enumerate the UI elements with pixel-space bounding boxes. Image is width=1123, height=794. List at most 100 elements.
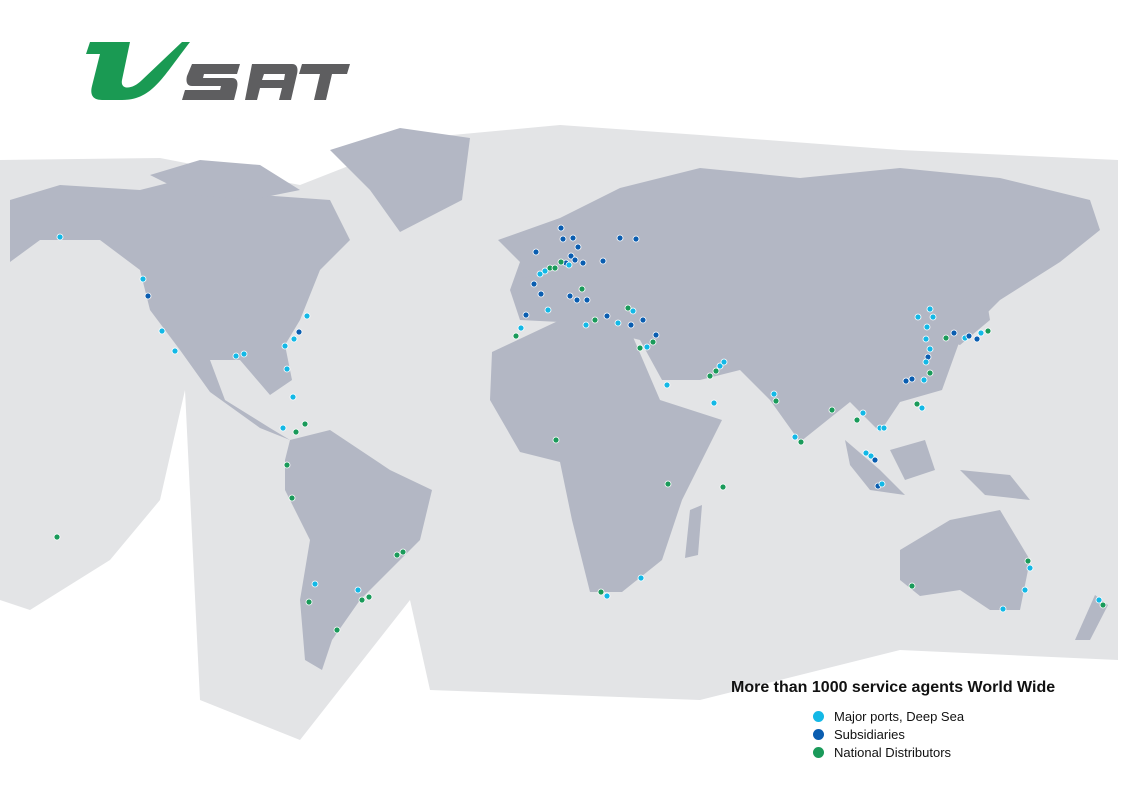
national-distributor-marker: [636, 344, 644, 352]
national-distributor-marker: [333, 626, 341, 634]
major-port-marker: [929, 313, 937, 321]
subsidiary-marker: [616, 234, 624, 242]
major-port-marker: [637, 574, 645, 582]
major-port-marker: [582, 321, 590, 329]
major-port-marker: [517, 324, 525, 332]
subsidiary-marker: [567, 252, 575, 260]
subsidiary-marker: [632, 235, 640, 243]
major-port-marker: [716, 362, 724, 370]
major-port-marker: [920, 376, 928, 384]
subsidiary-marker: [559, 235, 567, 243]
major-port-marker: [541, 267, 549, 275]
major-port-marker: [1026, 564, 1034, 572]
major-port-marker: [354, 586, 362, 594]
major-port-marker: [614, 319, 622, 327]
major-port-marker: [232, 352, 240, 360]
major-port-marker: [240, 350, 248, 358]
subsidiary-marker: [579, 259, 587, 267]
national-distributor-marker: [942, 334, 950, 342]
subsidiary-marker: [652, 331, 660, 339]
major-port-marker: [859, 409, 867, 417]
landmass-borneo: [890, 440, 935, 480]
subsidiary-marker: [583, 296, 591, 304]
major-port-marker: [710, 399, 718, 407]
national-distributor-marker: [365, 593, 373, 601]
landmass-sumatra-java: [845, 440, 905, 495]
landmass-madagascar: [685, 505, 702, 558]
national-distributor-marker: [578, 285, 586, 293]
subsidiary-marker: [569, 234, 577, 242]
national-distributor-marker: [288, 494, 296, 502]
vsat-logo: [86, 42, 350, 100]
national-distributor-marker: [292, 428, 300, 436]
major-port-marker: [158, 327, 166, 335]
subsidiary-marker: [908, 375, 916, 383]
landmass-new-zealand: [1075, 595, 1108, 640]
major-port-marker: [290, 335, 298, 343]
national-distributor-marker: [358, 596, 366, 604]
blue-dot-icon: [813, 728, 824, 740]
subsidiary-marker: [965, 332, 973, 340]
legend-item-subsidiaries: Subsidiaries: [813, 725, 1055, 743]
cyan-dot-icon: [813, 710, 824, 722]
major-port-marker: [914, 313, 922, 321]
major-port-marker: [629, 307, 637, 315]
national-distributor-marker: [624, 304, 632, 312]
logo-v: [86, 42, 190, 100]
subsidiary-marker: [522, 311, 530, 319]
landmass-greenland: [330, 128, 470, 232]
national-distributor-marker: [551, 264, 559, 272]
national-distributor-marker: [591, 316, 599, 324]
major-port-marker: [171, 347, 179, 355]
major-port-marker: [1095, 596, 1103, 604]
agent-markers: [53, 224, 1107, 634]
national-distributor-marker: [719, 483, 727, 491]
landmass-south-america: [285, 430, 432, 670]
subsidiary-marker: [639, 316, 647, 324]
landmass-north-america: [10, 175, 350, 440]
legend-item-national-distributors: National Distributors: [813, 743, 1055, 761]
national-distributor-marker: [664, 480, 672, 488]
national-distributor-marker: [597, 588, 605, 596]
subsidiary-marker: [973, 335, 981, 343]
major-port-marker: [279, 424, 287, 432]
subsidiary-marker: [557, 224, 565, 232]
subsidiary-marker: [950, 329, 958, 337]
legend-title: More than 1000 service agents World Wide: [731, 679, 1056, 696]
subsidiary-marker: [566, 292, 574, 300]
landmass-africa: [490, 320, 722, 592]
national-distributor-marker: [913, 400, 921, 408]
major-port-marker: [977, 329, 985, 337]
subsidiary-marker: [871, 456, 879, 464]
major-port-marker: [283, 365, 291, 373]
national-distributor-marker: [1099, 601, 1107, 609]
landmass-australia: [900, 510, 1030, 610]
legend: More than 1000 service agents World Wide…: [731, 679, 1055, 761]
subsidiary-marker: [627, 321, 635, 329]
major-port-marker: [918, 404, 926, 412]
legend-item-major-ports: Major ports, Deep Sea: [813, 707, 1055, 725]
major-port-marker: [311, 580, 319, 588]
major-port-marker: [544, 306, 552, 314]
continents: [10, 128, 1108, 670]
national-distributor-marker: [399, 548, 407, 556]
major-port-marker: [862, 449, 870, 457]
major-port-marker: [303, 312, 311, 320]
legend-label: Subsidiaries: [834, 726, 905, 742]
landmass-eurasia: [498, 168, 1100, 442]
national-distributor-marker: [393, 551, 401, 559]
landmass-new-guinea: [960, 470, 1030, 500]
major-port-marker: [926, 345, 934, 353]
national-distributor-marker: [649, 338, 657, 346]
national-distributor-marker: [828, 406, 836, 414]
major-port-marker: [536, 270, 544, 278]
major-port-marker: [56, 233, 64, 241]
major-port-marker: [720, 358, 728, 366]
subsidiary-marker: [144, 292, 152, 300]
national-distributor-marker: [926, 369, 934, 377]
major-port-marker: [289, 393, 297, 401]
landmass-arctic-islands: [150, 160, 300, 200]
major-port-marker: [139, 275, 147, 283]
national-distributor-marker: [853, 416, 861, 424]
